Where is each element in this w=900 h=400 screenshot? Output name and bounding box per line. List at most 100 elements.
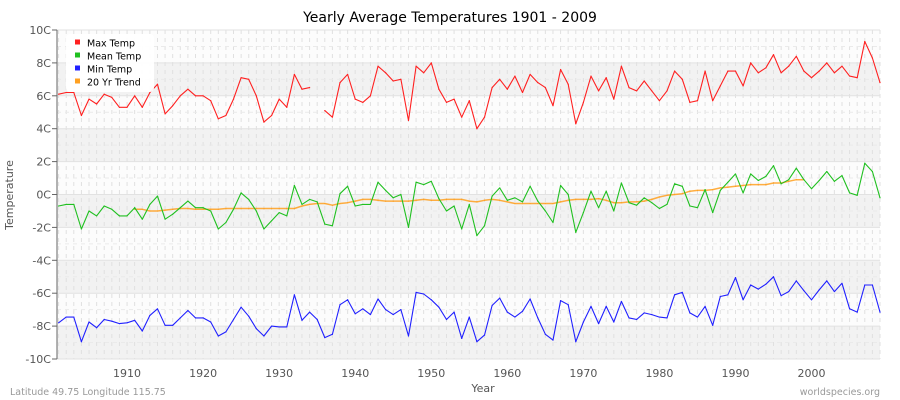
- legend-label: Mean Temp: [87, 52, 141, 63]
- data-point: [537, 317, 539, 319]
- data-point: [96, 215, 98, 217]
- data-point: [788, 65, 790, 67]
- data-point: [149, 314, 151, 317]
- data-point: [575, 198, 577, 201]
- data-point: [681, 291, 683, 293]
- data-point: [240, 207, 242, 210]
- data-point: [529, 73, 531, 76]
- data-point: [590, 198, 592, 201]
- data-point: [362, 198, 364, 201]
- data-point: [689, 101, 691, 103]
- data-point: [636, 204, 638, 206]
- y-axis-ticks: 10C 8C 6C 4C 2C 0C -2C -4C -6C -8C -10C: [25, 24, 57, 366]
- data-point: [506, 199, 508, 201]
- legend-swatch: [75, 52, 80, 58]
- data-point: [689, 312, 691, 314]
- data-point: [582, 101, 584, 103]
- data-point: [369, 313, 372, 316]
- data-point: [103, 93, 105, 95]
- data-point: [88, 98, 90, 100]
- data-point: [141, 330, 143, 332]
- data-point: [126, 215, 128, 217]
- data-point: [795, 167, 797, 169]
- data-point: [795, 280, 797, 282]
- y-tick-label: 0C: [36, 189, 51, 202]
- data-point: [772, 276, 775, 278]
- data-point: [605, 77, 607, 79]
- data-point: [628, 86, 630, 89]
- data-point: [719, 189, 721, 191]
- data-point: [248, 315, 250, 317]
- data-point: [308, 311, 311, 313]
- data-point: [643, 197, 645, 199]
- data-point: [871, 284, 873, 286]
- data-point: [552, 105, 554, 107]
- data-point: [506, 201, 508, 203]
- data-point: [559, 300, 562, 302]
- data-point: [704, 70, 706, 72]
- data-point: [772, 182, 775, 184]
- data-point: [415, 181, 417, 183]
- data-point: [141, 218, 143, 220]
- source-label: worldspecies.org: [800, 387, 880, 398]
- data-point: [658, 207, 661, 210]
- data-point: [734, 173, 737, 175]
- data-point: [187, 309, 189, 312]
- data-point: [590, 75, 592, 77]
- data-point: [788, 180, 790, 182]
- data-point: [316, 318, 318, 321]
- data-point: [727, 294, 729, 296]
- data-point: [841, 65, 843, 67]
- data-point: [651, 313, 653, 316]
- data-point: [841, 282, 843, 284]
- data-point: [628, 202, 630, 204]
- data-point: [438, 306, 440, 308]
- data-point: [400, 200, 402, 202]
- data-point: [96, 327, 98, 329]
- data-point: [521, 310, 524, 312]
- data-point: [613, 210, 615, 212]
- data-point: [696, 207, 699, 209]
- data-point: [270, 325, 273, 327]
- data-point: [172, 105, 174, 107]
- data-point: [187, 88, 189, 90]
- legend-label: 20 Yr Trend: [87, 78, 141, 89]
- data-point: [658, 100, 661, 102]
- data-point: [369, 95, 372, 97]
- data-point: [864, 162, 866, 164]
- data-point: [347, 299, 349, 301]
- data-point: [712, 324, 714, 326]
- data-point: [126, 106, 128, 108]
- data-point: [833, 72, 835, 74]
- data-point: [141, 106, 143, 108]
- data-point: [255, 210, 257, 212]
- data-point: [765, 67, 767, 69]
- y-tick-label: 6C: [36, 90, 51, 103]
- data-point: [156, 210, 159, 212]
- data-point: [118, 215, 121, 217]
- data-point: [810, 77, 813, 79]
- data-point: [879, 82, 881, 84]
- data-point: [73, 203, 75, 205]
- data-point: [590, 305, 592, 307]
- data-point: [483, 199, 486, 201]
- data-point: [172, 208, 174, 210]
- data-point: [263, 335, 265, 337]
- data-point: [772, 54, 775, 56]
- y-tick-label: 10C: [29, 24, 51, 37]
- data-point: [430, 199, 432, 201]
- data-point: [301, 203, 303, 205]
- data-point: [666, 90, 668, 92]
- data-point: [331, 333, 333, 335]
- data-point: [681, 78, 683, 80]
- data-point: [164, 209, 166, 211]
- data-point: [232, 98, 235, 100]
- data-point: [582, 198, 584, 201]
- data-point: [324, 337, 326, 339]
- data-point: [354, 98, 356, 100]
- data-point: [483, 334, 486, 336]
- data-point: [453, 98, 455, 100]
- data-point: [689, 205, 691, 207]
- data-point: [757, 288, 759, 290]
- data-point: [712, 211, 714, 214]
